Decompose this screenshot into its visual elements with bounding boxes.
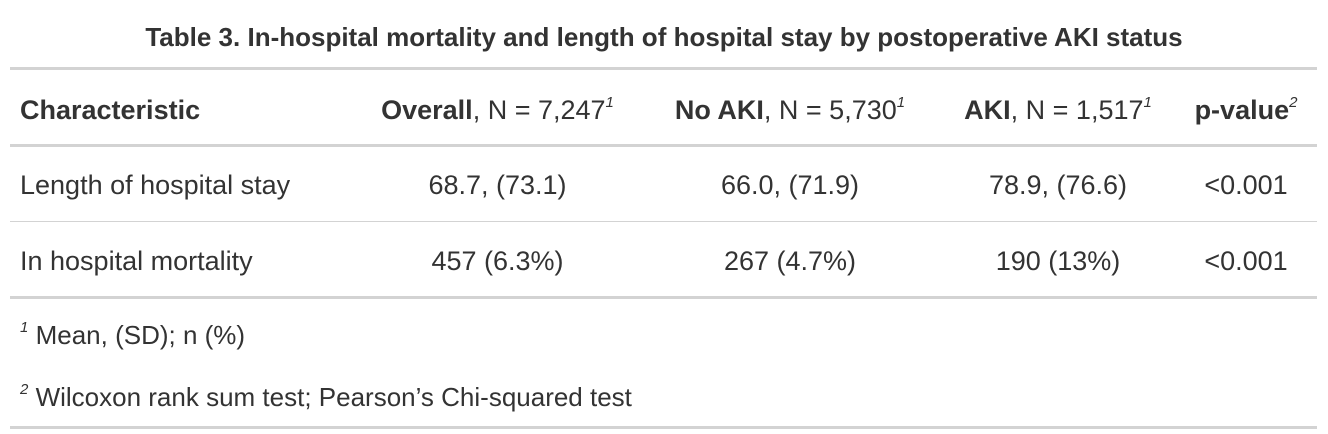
footnote-mark: 2 <box>1289 94 1298 111</box>
footnote-mark: 1 <box>605 94 614 111</box>
row-label: Length of hospital stay <box>20 170 291 200</box>
column-header: Characteristic <box>20 93 350 127</box>
footnote-text: Wilcoxon rank sum test; Pearson’s Chi-sq… <box>35 382 632 412</box>
header-label: No AKI <box>674 95 764 125</box>
header-label: Characteristic <box>20 95 201 125</box>
cell: 66.0, (71.9) <box>720 170 860 200</box>
table-title: Table 3. In-hospital mortality and lengt… <box>145 22 1183 52</box>
cell: 78.9, (76.6) <box>988 170 1128 200</box>
rule <box>10 296 1317 299</box>
cell: 68.7, (73.1) <box>428 170 567 200</box>
header-label: Overall <box>381 95 473 125</box>
rule <box>10 426 1317 429</box>
footnote-mark: 1 <box>896 94 906 111</box>
footnote-mark: 2 <box>20 381 29 398</box>
column-header: p-value2 <box>1180 93 1312 127</box>
header-n: , N = 1,517 <box>1010 95 1144 125</box>
row-label: In hospital mortality <box>20 246 253 276</box>
column-header: No AKI, N = 5,7301 <box>645 93 935 127</box>
footnote-mark: 1 <box>20 319 29 336</box>
rule <box>10 221 1317 222</box>
header-label: p-value <box>1194 95 1290 125</box>
footnote: 2 Wilcoxon rank sum test; Pearson’s Chi-… <box>20 380 632 414</box>
cell: <0.001 <box>1204 246 1288 276</box>
header-label: AKI <box>964 95 1011 125</box>
cell: 457 (6.3%) <box>431 246 564 276</box>
footnote-mark: 1 <box>1143 94 1152 111</box>
column-header: Overall, N = 7,2471 <box>355 93 640 127</box>
header-n: , N = 7,247 <box>472 95 606 125</box>
footnote: 1 Mean, (SD); n (%) <box>20 318 245 352</box>
cell: 267 (4.7%) <box>723 246 857 276</box>
footnote-text: Mean, (SD); n (%) <box>35 320 246 350</box>
cell: <0.001 <box>1204 170 1288 200</box>
rule <box>10 67 1317 70</box>
column-header: AKI, N = 1,5171 <box>940 93 1176 127</box>
cell: 190 (13%) <box>995 246 1121 276</box>
header-n: , N = 5,730 <box>763 95 897 125</box>
rule <box>10 144 1317 147</box>
